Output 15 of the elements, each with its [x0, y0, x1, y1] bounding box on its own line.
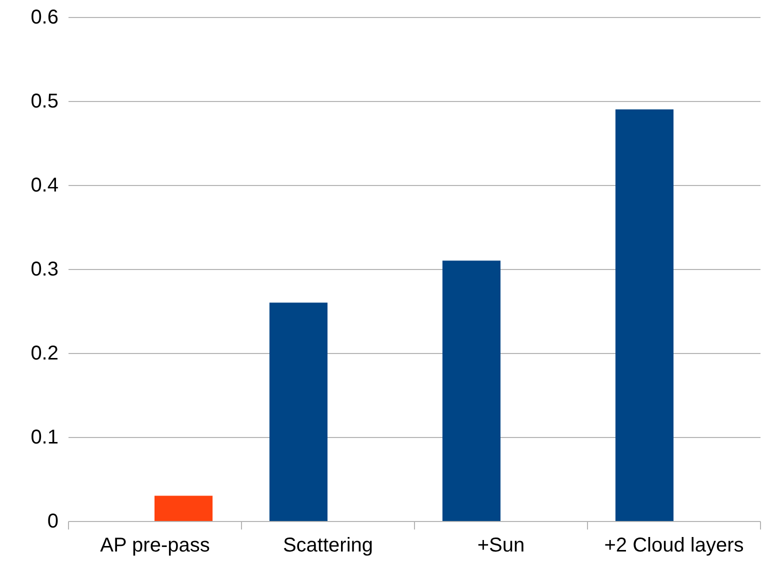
- y-tick-label: 0.6: [30, 6, 58, 28]
- bar: [154, 496, 213, 521]
- y-tick-label: 0: [47, 510, 58, 532]
- bar: [442, 260, 500, 521]
- y-tick-label: 0.2: [30, 342, 58, 364]
- bar: [269, 302, 328, 521]
- x-tick-label: AP pre-pass: [100, 534, 210, 556]
- x-tick-label: +2 Cloud layers: [604, 534, 744, 556]
- y-tick-label: 0.4: [30, 174, 58, 196]
- x-tick-label: +Sun: [477, 534, 525, 556]
- x-tick-label: Scattering: [282, 534, 374, 556]
- y-tick-label: 0.1: [30, 426, 58, 448]
- y-tick-label: 0.3: [30, 258, 58, 280]
- bar: [615, 109, 674, 521]
- y-tick-label: 0.5: [30, 90, 58, 112]
